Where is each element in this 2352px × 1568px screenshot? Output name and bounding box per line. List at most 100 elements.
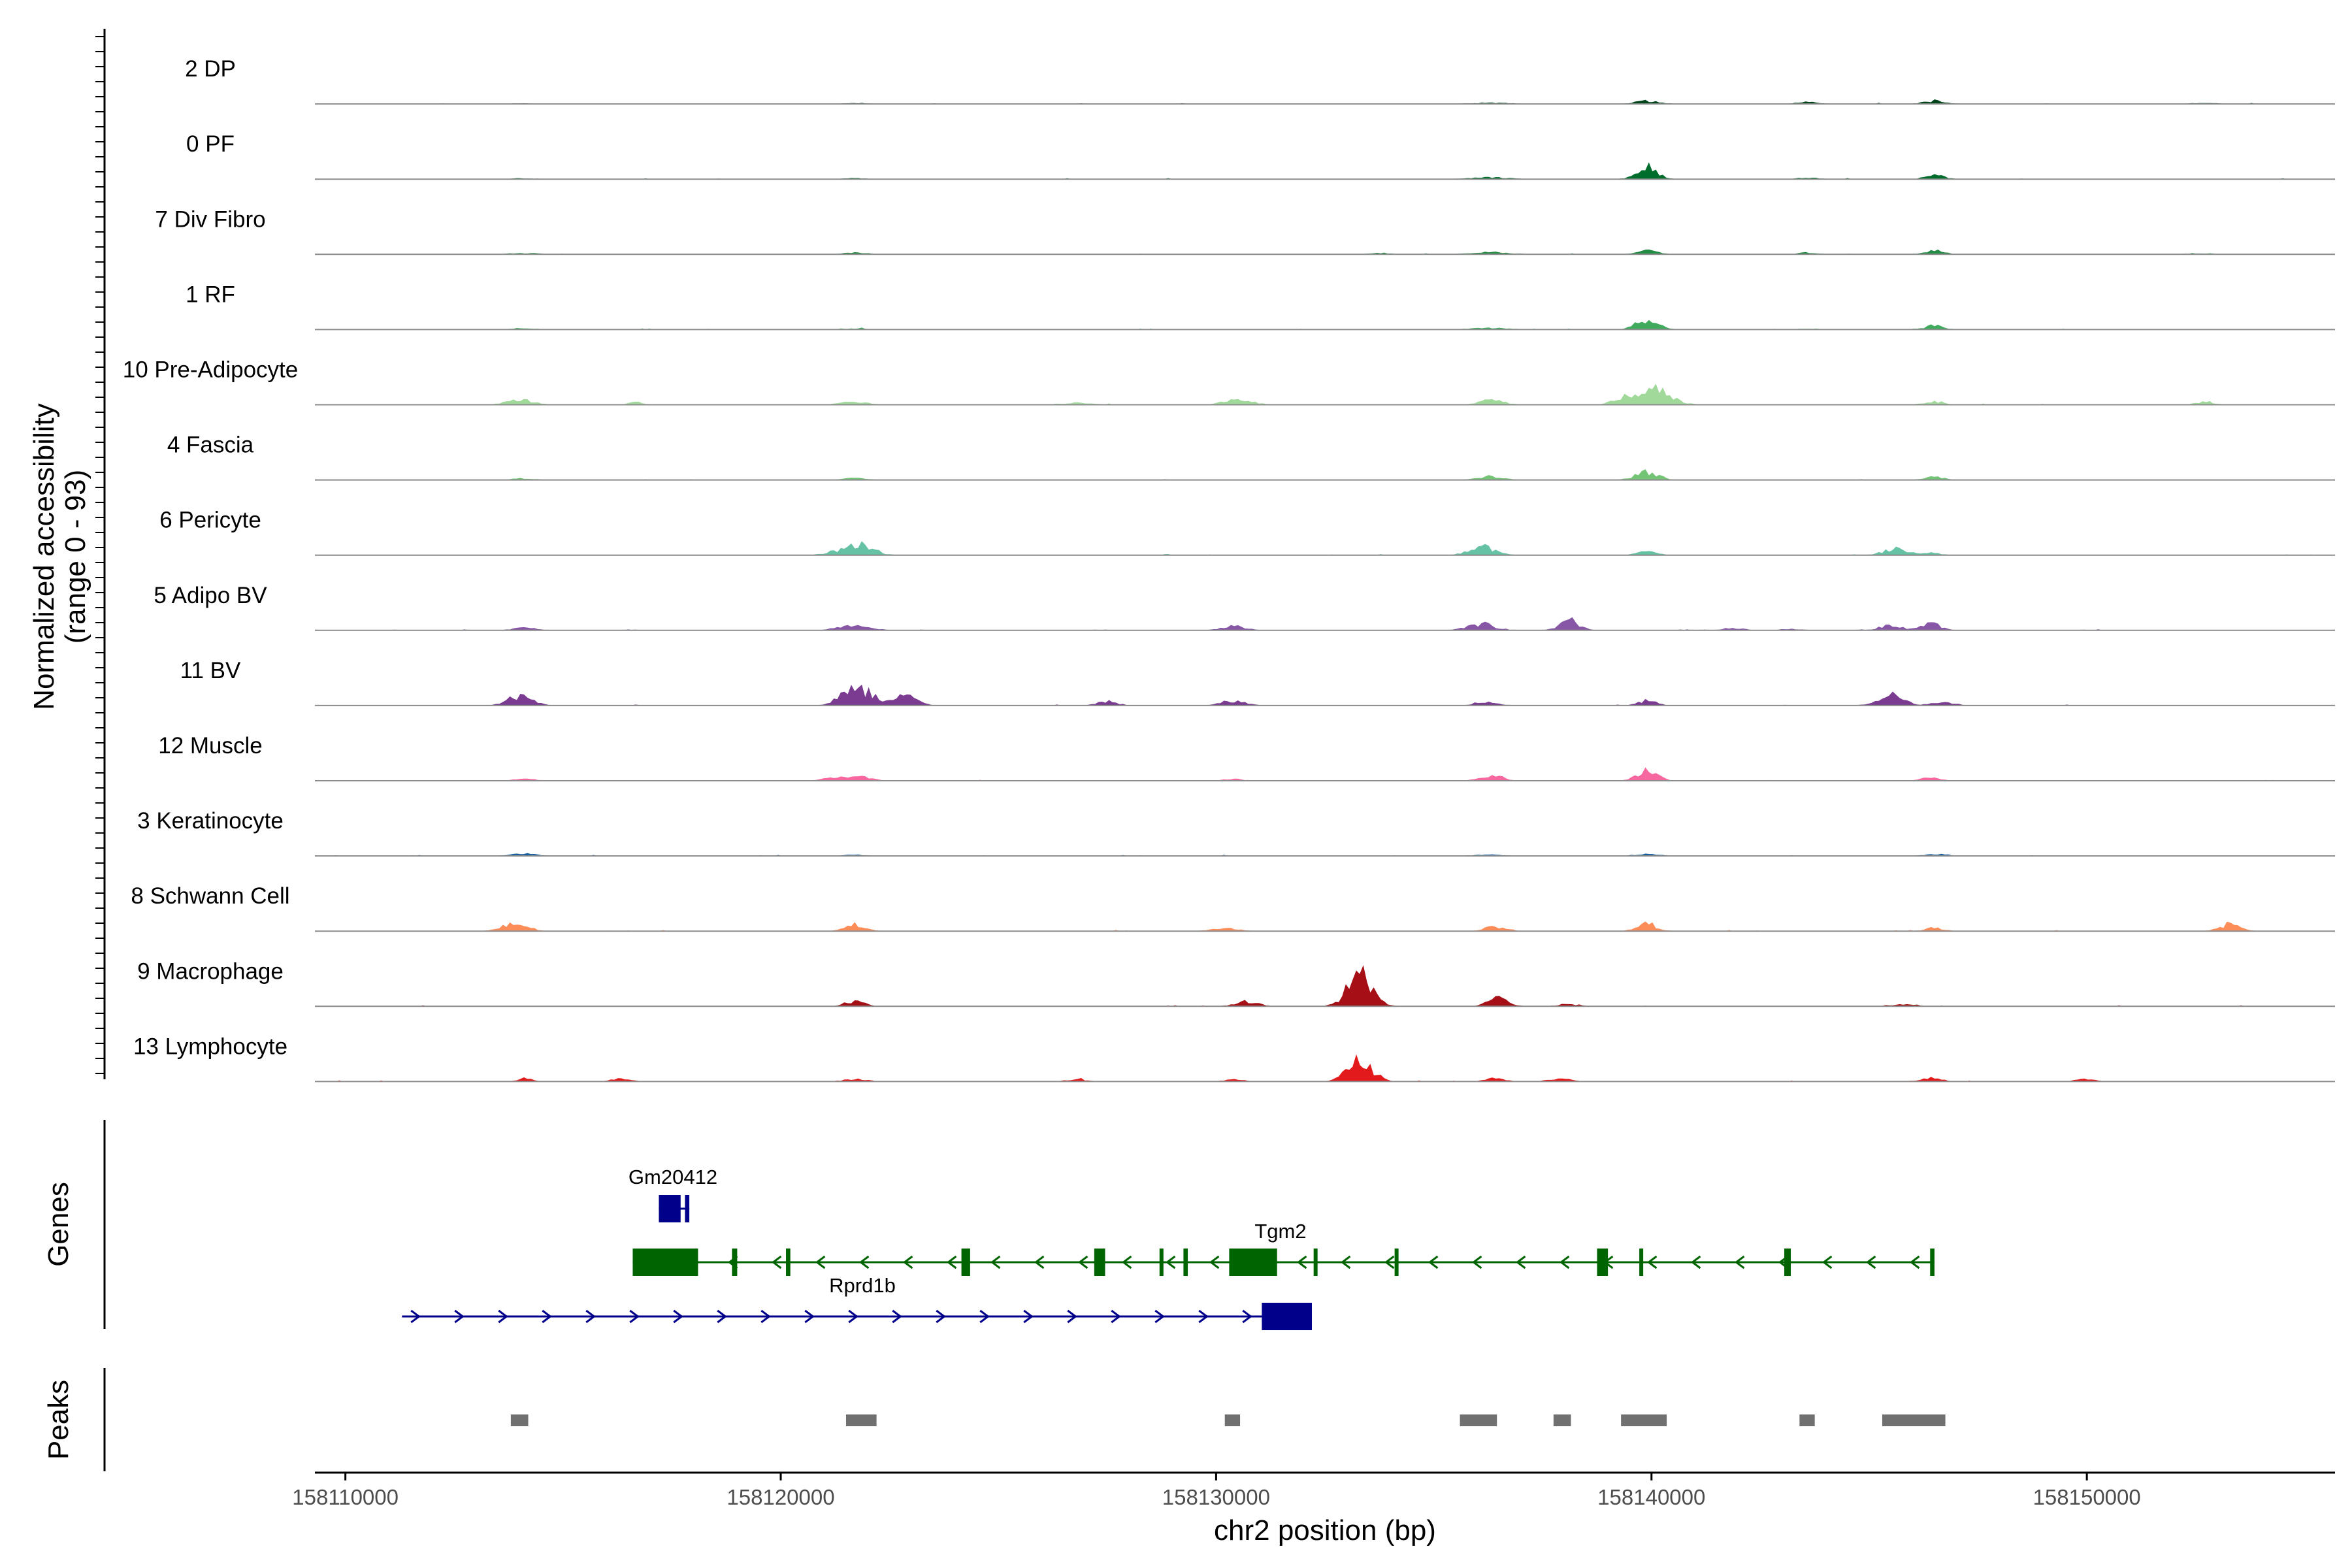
gene-models: Gm20412 Tgm2 Rprd1b (402, 1166, 1935, 1330)
strand-arrow (804, 1309, 815, 1324)
gene-exon (1639, 1249, 1644, 1276)
track-label: 11 BV (180, 658, 241, 683)
track-label: 4 Fascia (167, 433, 254, 458)
x-axis: 158110000 158120000 158130000 158140000 1581… (292, 1471, 2335, 1546)
coverage-track: 6 Pericyte (159, 508, 2336, 556)
gene-model: Tgm2 (632, 1220, 1935, 1276)
strand-arrow (1067, 1309, 1077, 1324)
strand-arrow (892, 1309, 902, 1324)
coverage-y-axis: Normalized accessibility (range 0 - 93) (28, 29, 106, 1079)
gene-exon (961, 1249, 970, 1276)
strand-arrow (1198, 1309, 1209, 1324)
strand-arrow (1034, 1255, 1045, 1269)
strand-arrow (1384, 1255, 1395, 1269)
strand-arrow (1111, 1309, 1121, 1324)
track-label: 12 Muscle (158, 733, 263, 759)
track-label: 9 Macrophage (137, 958, 284, 984)
y-axis-subtitle: (range 0 - 93) (59, 470, 91, 644)
coverage-track: 4 Fascia (167, 433, 2335, 481)
gene-exon (1183, 1249, 1188, 1276)
strand-arrow (936, 1309, 946, 1324)
coverage-tracks: 2 DP 0 PF 7 Div Fibro 1 RF 10 Pre-Adipocyte 4… (123, 56, 2336, 1083)
peak-region (1621, 1414, 1667, 1426)
track-label: 8 Schwann Cell (131, 883, 289, 909)
gene-exon (1597, 1249, 1609, 1276)
genes-panel: Genes Gm20412 Tgm2 Rprd1b (42, 1120, 1935, 1330)
strand-arrow (1077, 1255, 1088, 1269)
track-label: 2 DP (185, 56, 236, 82)
x-tick-label: 158140000 (1597, 1485, 1705, 1509)
gene-label: Rprd1b (829, 1274, 896, 1297)
gene-exon (1394, 1249, 1399, 1276)
coverage-track: 8 Schwann Cell (131, 883, 2335, 932)
gene-exon (1094, 1249, 1105, 1276)
strand-arrow (1734, 1255, 1745, 1269)
peaks-panel: Peaks (42, 1368, 1946, 1471)
gene-exon (685, 1195, 690, 1222)
strand-arrow (848, 1309, 858, 1324)
strand-arrow (760, 1309, 771, 1324)
gene-label: Gm20412 (629, 1166, 717, 1188)
x-tick-label: 158130000 (1162, 1485, 1270, 1509)
peak-regions (510, 1414, 1946, 1426)
peak-region (510, 1414, 529, 1426)
coverage-track: 3 Keratinocyte (137, 808, 2335, 857)
strand-arrow (1865, 1255, 1876, 1269)
coverage-track: 7 Div Fibro (155, 206, 2335, 255)
strand-arrow (1428, 1255, 1439, 1269)
track-label: 7 Div Fibro (155, 206, 265, 232)
strand-arrow (542, 1309, 552, 1324)
strand-arrow (990, 1255, 1001, 1269)
track-label: 1 RF (186, 282, 235, 307)
strand-arrow (1340, 1255, 1351, 1269)
gene-exon (1930, 1249, 1935, 1276)
coverage-track: 1 RF (186, 282, 2335, 331)
track-label: 0 PF (186, 131, 235, 157)
strand-arrow (629, 1309, 640, 1324)
track-label: 10 Pre-Adipocyte (123, 357, 298, 383)
peak-region (1882, 1414, 1946, 1426)
peak-region (1224, 1414, 1241, 1426)
coverage-track: 12 Muscle (158, 733, 2335, 781)
gene-exon (732, 1249, 738, 1276)
coverage-track: 13 Lymphocyte (133, 1034, 2335, 1083)
strand-arrow (498, 1309, 508, 1324)
x-tick-label: 158120000 (727, 1485, 834, 1509)
gene-label: Tgm2 (1254, 1220, 1306, 1243)
gene-model: Gm20412 (629, 1166, 717, 1222)
coverage-track: 10 Pre-Adipocyte (123, 357, 2335, 406)
strand-arrow (1471, 1255, 1482, 1269)
strand-arrow (410, 1309, 421, 1324)
strand-arrow (717, 1309, 727, 1324)
x-axis-title: chr2 position (bp) (1214, 1514, 1436, 1546)
gene-exon (1784, 1249, 1791, 1276)
coverage-track: 5 Adipo BV (154, 583, 2335, 631)
strand-arrow (902, 1255, 913, 1269)
gene-exon (1159, 1249, 1164, 1276)
coverage-track: 9 Macrophage (137, 958, 2335, 1007)
strand-arrow (454, 1309, 465, 1324)
gene-exon (786, 1249, 791, 1276)
strand-arrow (1690, 1255, 1701, 1269)
coverage-track: 2 DP (185, 56, 2335, 105)
strand-arrow (771, 1255, 782, 1269)
strand-arrow (585, 1309, 596, 1324)
strand-arrow (858, 1255, 870, 1269)
strand-arrow (815, 1255, 826, 1269)
x-tick-label: 158110000 (292, 1485, 399, 1509)
strand-arrow (1646, 1255, 1658, 1269)
strand-arrow (1559, 1255, 1570, 1269)
strand-arrow (1296, 1255, 1307, 1269)
strand-arrow (1515, 1255, 1526, 1269)
x-tick-label: 158150000 (2033, 1485, 2141, 1509)
gene-exon (1313, 1249, 1318, 1276)
peak-region (1799, 1414, 1815, 1426)
track-label: 13 Lymphocyte (133, 1034, 287, 1059)
gene-exon (659, 1195, 681, 1222)
strand-arrow (1121, 1255, 1132, 1269)
strand-arrow (1242, 1309, 1252, 1324)
peak-region (845, 1414, 877, 1426)
track-label: 5 Adipo BV (154, 583, 267, 608)
track-label: 3 Keratinocyte (137, 808, 284, 834)
